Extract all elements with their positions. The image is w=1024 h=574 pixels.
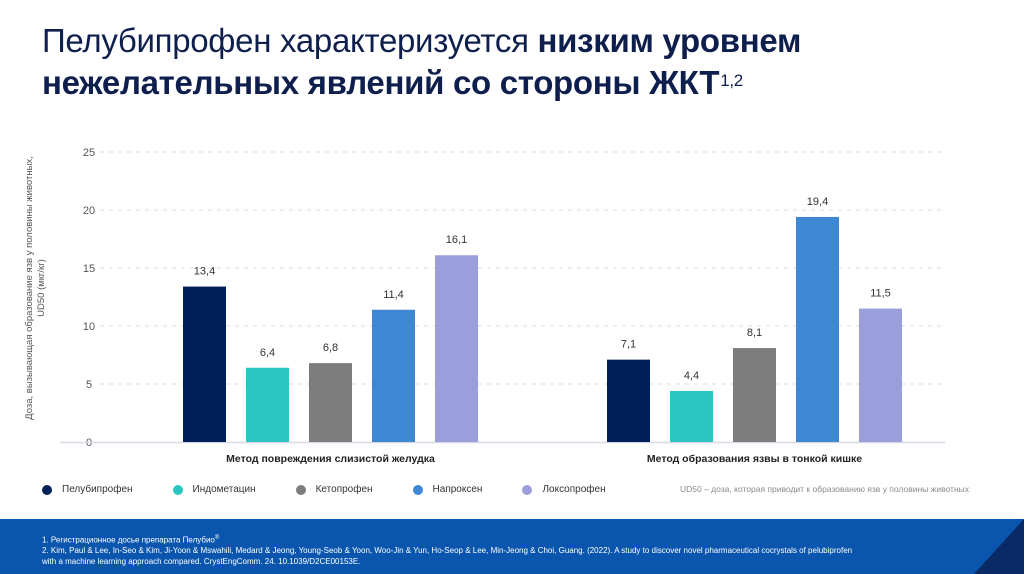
- legend-dot-icon: [42, 484, 52, 495]
- data-label: 8,1: [747, 327, 762, 339]
- title-bold-part-1: низким уровнем: [537, 22, 802, 59]
- legend-label: Локсопрофен: [542, 484, 606, 495]
- y-tick-label: 15: [83, 263, 95, 275]
- legend-dot-icon: [412, 484, 423, 495]
- legend: Пелубипрофен Индометацин Кетопрофен Напр…: [42, 484, 646, 495]
- legend-dot-icon: [522, 484, 533, 495]
- data-label: 11,4: [383, 289, 404, 301]
- y-tick-label: 25: [83, 147, 95, 159]
- bar: [309, 363, 352, 442]
- registered-mark: ®: [214, 535, 220, 541]
- legend-dot-icon: [295, 484, 306, 495]
- bar: [796, 216, 839, 442]
- data-label: 4,4: [684, 370, 699, 382]
- bar: [246, 367, 289, 442]
- reference-1-text: 1. Регистрационное досье препарата Пелуб…: [42, 535, 215, 545]
- data-labels: 13,4 6,4 6,8 11,4 16,1 7,1 4,4 8,1 19,4 11,5: [194, 196, 891, 382]
- legend-label: Пелубипрофен: [62, 484, 133, 495]
- legend-item-naproxen: Напроксен: [412, 484, 483, 495]
- bar: [183, 286, 226, 442]
- data-label: 7,1: [621, 339, 636, 351]
- title-regular-part: Пелубипрофен характеризуется: [42, 22, 538, 59]
- legend-item-loxoprofen: Локсопрофен: [522, 484, 606, 495]
- category-labels: Метод повреждения слизистой желудка Метод…: [226, 453, 862, 465]
- bar: [435, 255, 478, 442]
- y-tick-label: 20: [83, 205, 95, 217]
- ud50-definition-note: UD50 – доза, которая приводит к образова…: [680, 484, 969, 494]
- legend-item-pelubiprofen: Пелубипрофен: [42, 484, 133, 495]
- data-label: 16,1: [446, 234, 467, 246]
- legend-item-indomethacin: Индометацин: [172, 484, 256, 495]
- title-bold-part-2: нежелательных явлений со стороны ЖКТ: [42, 64, 720, 101]
- data-label: 6,4: [260, 347, 275, 359]
- legend-item-ketoprofen: Кетопрофен: [295, 484, 373, 495]
- reference-2-line-2: with a machine learning approach compare…: [42, 556, 361, 566]
- legend-label: Индометацин: [192, 484, 256, 495]
- references-footer: 1. Регистрационное досье препарата Пелуб…: [0, 519, 1024, 574]
- legend-label: Напроксен: [432, 484, 483, 495]
- bar: [859, 308, 902, 442]
- data-label: 13,4: [194, 266, 215, 278]
- y-axis-ticks: 0510152025: [83, 147, 95, 449]
- title-reference-superscript: 1,2: [720, 71, 743, 90]
- bar: [607, 359, 650, 442]
- slide-title: Пелубипрофен характеризуется низким уров…: [42, 20, 942, 104]
- bar: [372, 309, 415, 442]
- reference-2-line-1: 2. Kim, Paul & Lee, In-Seo & Kim, Ji-Yoo…: [42, 546, 853, 556]
- references-text: 1. Регистрационное досье препарата Пелуб…: [42, 533, 982, 567]
- footer-corner-decoration: [974, 519, 1024, 574]
- bars: [183, 216, 902, 442]
- y-tick-label: 5: [86, 379, 92, 391]
- legend-label: Кетопрофен: [315, 484, 373, 495]
- data-label: 11,5: [870, 288, 891, 300]
- legend-dot-icon: [172, 484, 183, 495]
- reference-1: 1. Регистрационное досье препарата Пелуб…: [42, 533, 982, 546]
- bar-chart: 0510152025 13,46,46,811,416,17,14,48,119…: [60, 147, 945, 465]
- data-label: 6,8: [323, 342, 338, 354]
- bar: [733, 348, 776, 442]
- data-label: 19,4: [807, 196, 828, 208]
- category-label: Метод повреждения слизистой желудка: [226, 453, 435, 465]
- category-label: Метод образования язвы в тонкой кишке: [647, 453, 862, 465]
- bar: [670, 390, 713, 442]
- y-tick-label: 10: [83, 321, 95, 333]
